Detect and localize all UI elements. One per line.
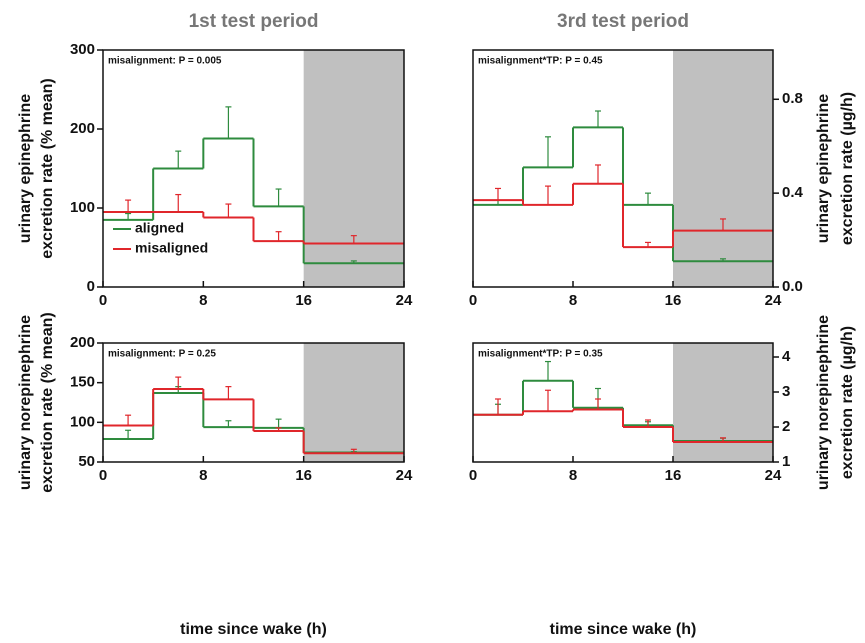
- x-tick-label: 8: [199, 292, 207, 309]
- x-tick-label: 16: [665, 467, 682, 484]
- y-tick-label: 200: [70, 120, 95, 137]
- shaded-region: [673, 343, 773, 462]
- column-title: 1st test period: [189, 11, 319, 32]
- x-tick-label: 16: [665, 292, 682, 309]
- annotation: misalignment*TP: P = 0.35: [478, 349, 603, 360]
- x-tick-label: 24: [396, 292, 413, 309]
- y-tick-label: 0: [87, 278, 95, 295]
- x-tick-label: 0: [469, 467, 477, 484]
- legend-label: aligned: [135, 220, 184, 236]
- x-axis-label: time since wake (h): [180, 621, 327, 638]
- y-tick-label: 100: [70, 413, 95, 430]
- y-axis-label: excretion rate (µg/h): [839, 92, 856, 245]
- shaded-region: [303, 343, 404, 462]
- x-tick-label: 24: [396, 467, 413, 484]
- x-tick-label: 0: [469, 292, 477, 309]
- plot-frame: [102, 342, 405, 463]
- x-axis-label: time since wake (h): [550, 621, 697, 638]
- y-axis-label: urinary norepinephrine: [815, 315, 832, 490]
- y-axis-label: urinary epinephrine: [815, 94, 832, 243]
- annotation: misalignment: P = 0.005: [108, 56, 222, 67]
- plot-frame: [472, 342, 774, 463]
- y-tick-label: 1: [782, 453, 790, 470]
- y-tick-label: 2: [782, 418, 790, 435]
- y-axis-label: urinary norepinephrine: [17, 315, 34, 490]
- x-tick-label: 24: [765, 292, 782, 309]
- y-axis-label: excretion rate (% mean): [39, 312, 56, 493]
- y-axis-label: excretion rate (µg/h): [839, 326, 856, 479]
- y-tick-label: 0.0: [782, 278, 803, 295]
- x-tick-label: 8: [569, 467, 577, 484]
- y-tick-label: 0.4: [782, 184, 804, 201]
- y-tick-label: 150: [70, 374, 95, 391]
- y-tick-label: 4: [782, 348, 791, 365]
- x-tick-label: 24: [765, 467, 782, 484]
- y-tick-label: 100: [70, 199, 95, 216]
- y-tick-label: 3: [782, 383, 790, 400]
- shaded-region: [673, 50, 773, 287]
- y-tick-label: 300: [70, 41, 95, 58]
- x-tick-label: 8: [569, 292, 577, 309]
- y-tick-label: 0.8: [782, 90, 803, 107]
- column-title: 3rd test period: [557, 11, 689, 32]
- x-tick-label: 0: [99, 292, 107, 309]
- y-axis-label: excretion rate (% mean): [39, 78, 56, 259]
- plot-frame: [472, 49, 774, 288]
- shaded-region: [303, 50, 404, 287]
- legend-label: misaligned: [135, 240, 208, 256]
- plot-frame: [102, 49, 405, 288]
- y-tick-label: 50: [78, 453, 95, 470]
- y-tick-label: 200: [70, 334, 95, 351]
- x-tick-label: 0: [99, 467, 107, 484]
- x-tick-label: 16: [295, 292, 312, 309]
- x-tick-label: 16: [295, 467, 312, 484]
- annotation: misalignment*TP: P = 0.45: [478, 56, 603, 67]
- x-tick-label: 8: [199, 467, 207, 484]
- y-axis-label: urinary epinephrine: [17, 94, 34, 243]
- annotation: misalignment: P = 0.25: [108, 349, 216, 360]
